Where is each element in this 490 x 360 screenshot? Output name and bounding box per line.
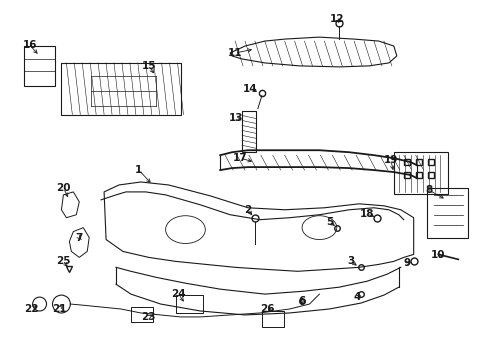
Text: 22: 22 [24, 304, 39, 314]
Text: 7: 7 [75, 233, 83, 243]
Text: 17: 17 [233, 153, 247, 163]
Text: 9: 9 [403, 258, 410, 268]
Text: 16: 16 [23, 40, 37, 50]
Text: 24: 24 [171, 289, 186, 299]
Text: 25: 25 [56, 256, 71, 266]
Text: 18: 18 [360, 209, 374, 219]
Text: 26: 26 [261, 304, 275, 314]
Text: 4: 4 [353, 292, 361, 302]
Text: 19: 19 [384, 155, 398, 165]
Text: 14: 14 [243, 84, 257, 94]
Text: 15: 15 [142, 61, 156, 71]
Text: 23: 23 [142, 312, 156, 322]
Text: 2: 2 [245, 205, 251, 215]
Text: 13: 13 [229, 113, 244, 123]
Text: 8: 8 [425, 185, 432, 195]
Text: 10: 10 [431, 251, 446, 260]
Text: 12: 12 [330, 14, 344, 24]
Text: 5: 5 [326, 217, 333, 227]
Text: 11: 11 [228, 48, 243, 58]
Text: 6: 6 [298, 296, 305, 306]
Text: 20: 20 [56, 183, 71, 193]
Text: 1: 1 [135, 165, 143, 175]
Text: 21: 21 [52, 304, 67, 314]
Text: 3: 3 [347, 256, 355, 266]
